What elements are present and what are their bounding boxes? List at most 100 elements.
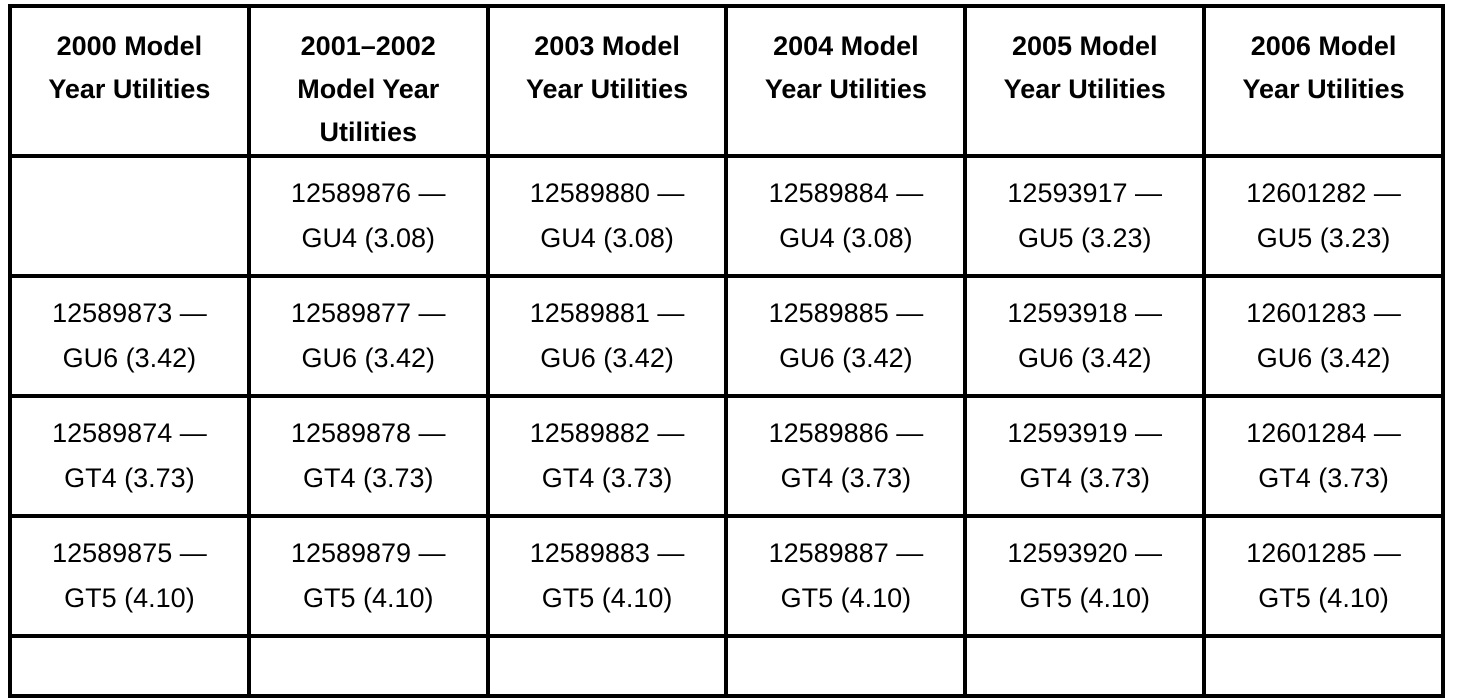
header-line: 2003 Model — [534, 31, 680, 61]
header-line: Utilities — [319, 117, 417, 147]
table-cell: 12589882 — GT4 (3.73) — [485, 394, 729, 518]
part-number: 12589874 — — [52, 418, 207, 448]
axle-code: GT5 (4.10) — [541, 583, 673, 613]
column-header-2004: 2004 Model Year Utilities — [724, 4, 968, 158]
table-row: 12589876 — GU4 (3.08) 12589880 — GU4 (3.… — [8, 154, 1445, 278]
part-number: 12601284 — — [1246, 418, 1401, 448]
axle-code: GU6 (3.42) — [1017, 343, 1152, 373]
header-line: Year Utilities — [48, 74, 211, 104]
axle-code: GU6 (3.42) — [540, 343, 674, 373]
part-number: 12589881 — — [529, 298, 685, 328]
column-header-2001-2002: 2001–2002 Model Year Utilities — [246, 4, 490, 158]
axle-code: GU4 (3.08) — [779, 223, 913, 253]
header-line: Year Utilities — [1242, 74, 1405, 104]
axle-code: GT4 (3.73) — [780, 463, 912, 493]
part-number: 12589885 — — [768, 298, 924, 328]
axle-code: GU5 (3.23) — [1256, 223, 1391, 253]
clipped-cell — [8, 634, 251, 698]
axle-code: GT4 (3.73) — [1019, 463, 1150, 493]
part-number: 12589886 — — [768, 418, 924, 448]
part-number: 12593918 — — [1007, 298, 1163, 328]
column-header-2000: 2000 Model Year Utilities — [8, 4, 251, 158]
table-cell: 12593917 — GU5 (3.23) — [963, 154, 1207, 278]
axle-code: GT4 (3.73) — [1258, 463, 1389, 493]
axle-code: GU4 (3.08) — [301, 223, 436, 253]
table-cell-empty — [8, 154, 251, 278]
column-header-2006: 2006 Model Year Utilities — [1202, 4, 1445, 158]
header-line: 2004 Model — [773, 31, 919, 61]
part-number: 12589882 — — [529, 418, 685, 448]
part-number: 12593917 — — [1007, 178, 1163, 208]
part-number: 12589878 — — [290, 418, 446, 448]
header-line: Year Utilities — [526, 74, 689, 104]
table-row: 12589874 — GT4 (3.73) 12589878 — GT4 (3.… — [8, 394, 1445, 518]
table-cell: 12589879 — GT5 (4.10) — [246, 514, 490, 638]
axle-code: GT4 (3.73) — [302, 463, 434, 493]
table-cell: 12589880 — GU4 (3.08) — [485, 154, 729, 278]
clipped-partial-row — [8, 634, 1445, 698]
part-number: 12593919 — — [1007, 418, 1163, 448]
axle-code: GT4 (3.73) — [64, 463, 195, 493]
table-cell: 12589875 — GT5 (4.10) — [8, 514, 251, 638]
axle-code: GU5 (3.23) — [1017, 223, 1152, 253]
table-row: 12589873 — GU6 (3.42) 12589877 — GU6 (3.… — [8, 274, 1445, 398]
axle-code: GU6 (3.42) — [62, 343, 197, 373]
column-header-2003: 2003 Model Year Utilities — [485, 4, 729, 158]
table-cell: 12589885 — GU6 (3.42) — [724, 274, 968, 398]
header-line: 2005 Model — [1011, 31, 1158, 61]
clipped-cell — [1202, 634, 1445, 698]
table-cell: 12589874 — GT4 (3.73) — [8, 394, 251, 518]
table-cell: 12589877 — GU6 (3.42) — [246, 274, 490, 398]
part-number: 12589877 — — [290, 298, 446, 328]
table-cell: 12601282 — GU5 (3.23) — [1202, 154, 1445, 278]
axle-code: GU6 (3.42) — [779, 343, 913, 373]
part-number: 12589876 — — [290, 178, 446, 208]
axle-code: GT5 (4.10) — [302, 583, 434, 613]
header-line: Model Year — [297, 74, 440, 104]
axle-code: GT5 (4.10) — [64, 583, 195, 613]
table-cell: 12601283 — GU6 (3.42) — [1202, 274, 1445, 398]
axle-code: GT5 (4.10) — [1258, 583, 1389, 613]
clipped-cell — [724, 634, 968, 698]
table-header-row: 2000 Model Year Utilities 2001–2002 Mode… — [8, 4, 1445, 158]
clipped-cell — [485, 634, 729, 698]
clipped-cell — [963, 634, 1207, 698]
axle-code: GT5 (4.10) — [780, 583, 912, 613]
table-cell: 12593919 — GT4 (3.73) — [963, 394, 1207, 518]
axle-code: GT5 (4.10) — [1019, 583, 1150, 613]
column-header-2005: 2005 Model Year Utilities — [963, 4, 1207, 158]
header-line: 2006 Model — [1250, 31, 1397, 61]
table-cell: 12593920 — GT5 (4.10) — [963, 514, 1207, 638]
header-line: 2001–2002 — [300, 31, 436, 61]
part-number: 12601283 — — [1246, 298, 1401, 328]
table-cell: 12589886 — GT4 (3.73) — [724, 394, 968, 518]
table-row: 12589875 — GT5 (4.10) 12589879 — GT5 (4.… — [8, 514, 1445, 638]
part-number: 12589879 — — [290, 538, 446, 568]
table-cell: 12589887 — GT5 (4.10) — [724, 514, 968, 638]
part-number: 12593920 — — [1007, 538, 1163, 568]
clipped-cell — [246, 634, 490, 698]
part-number: 12589880 — — [529, 178, 685, 208]
table-cell: 12589881 — GU6 (3.42) — [485, 274, 729, 398]
part-number: 12601282 — — [1246, 178, 1401, 208]
table-cell: 12601284 — GT4 (3.73) — [1202, 394, 1445, 518]
part-number: 12589884 — — [768, 178, 924, 208]
table-cell: 12593918 — GU6 (3.42) — [963, 274, 1207, 398]
part-number: 12589875 — — [52, 538, 207, 568]
axle-code: GU6 (3.42) — [301, 343, 436, 373]
header-line: 2000 Model — [56, 31, 203, 61]
table-cell: 12601285 — GT5 (4.10) — [1202, 514, 1445, 638]
table-cell: 12589883 — GT5 (4.10) — [485, 514, 729, 638]
part-number: 12589873 — — [52, 298, 207, 328]
header-line: Year Utilities — [764, 74, 927, 104]
table-cell: 12589878 — GT4 (3.73) — [246, 394, 490, 518]
table-cell: 12589873 — GU6 (3.42) — [8, 274, 251, 398]
table-cell: 12589884 — GU4 (3.08) — [724, 154, 968, 278]
part-number: 12589883 — — [529, 538, 685, 568]
axle-code: GU4 (3.08) — [540, 223, 674, 253]
table-cell: 12589876 — GU4 (3.08) — [246, 154, 490, 278]
part-number: 12589887 — — [768, 538, 924, 568]
header-line: Year Utilities — [1003, 74, 1166, 104]
axle-code: GU6 (3.42) — [1256, 343, 1391, 373]
model-year-utilities-table: 2000 Model Year Utilities 2001–2002 Mode… — [8, 4, 1445, 698]
